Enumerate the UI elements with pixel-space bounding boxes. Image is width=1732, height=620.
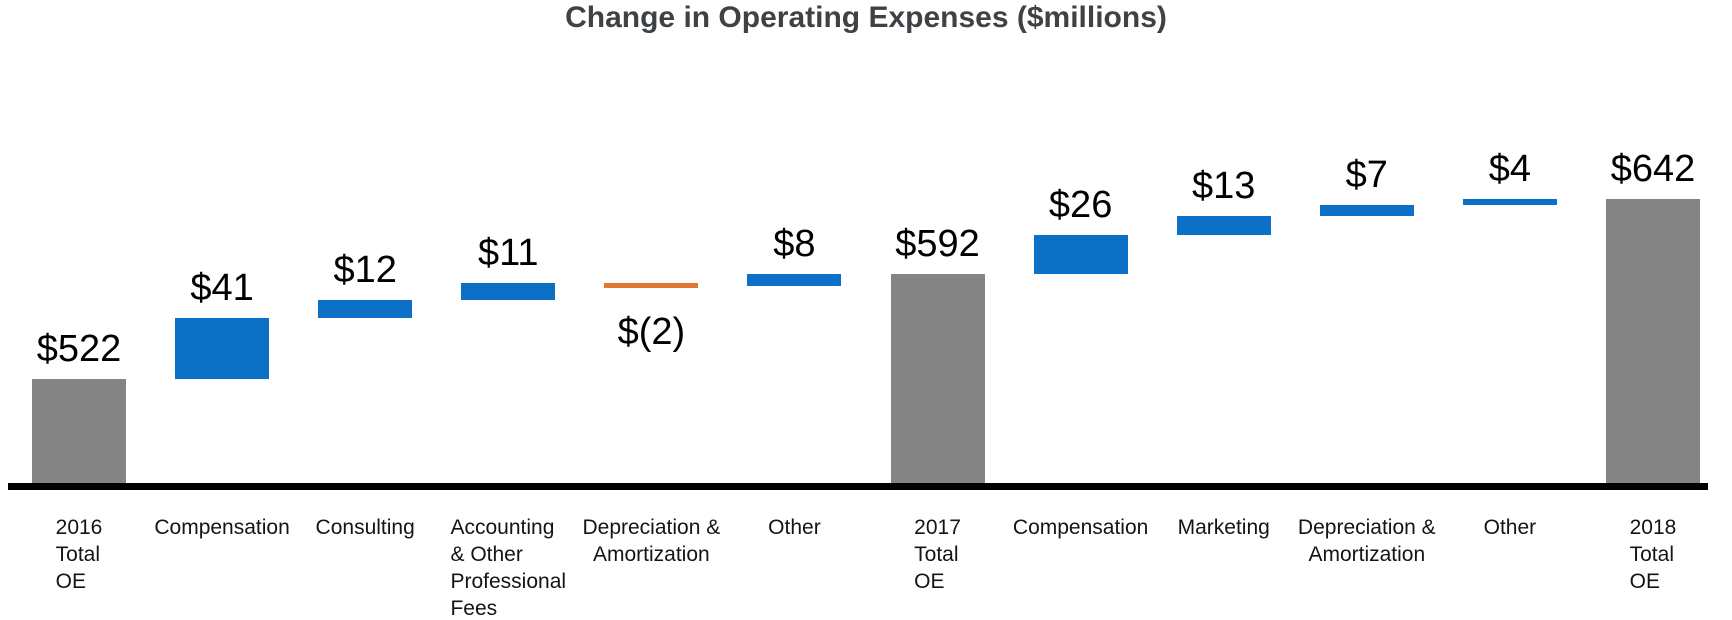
value-label: $13 bbox=[1192, 164, 1256, 207]
bar-other-2017 bbox=[747, 274, 842, 286]
value-label: $11 bbox=[477, 232, 539, 274]
category-label: Depreciation & Amortization bbox=[582, 516, 721, 566]
value-label: $592 bbox=[895, 223, 980, 265]
category-label: Accounting & Other Professional Fees bbox=[450, 516, 567, 620]
x-axis-line bbox=[8, 483, 1708, 490]
category-label: 2017 Total OE bbox=[914, 516, 961, 593]
category-label: Other bbox=[768, 516, 821, 539]
value-label: $8 bbox=[773, 223, 816, 265]
value-label: $26 bbox=[1048, 184, 1113, 226]
value-label: $522 bbox=[36, 328, 122, 370]
chart-title: Change in Operating Expenses ($millions) bbox=[565, 1, 1167, 34]
bar-depreciation-and-amortization-2017 bbox=[604, 283, 699, 288]
category-label: Compensation bbox=[1012, 516, 1149, 539]
value-label: $7 bbox=[1345, 154, 1388, 196]
category-label: Other bbox=[1483, 516, 1537, 539]
value-label: $(2) bbox=[617, 311, 686, 353]
value-label: $642 bbox=[1610, 148, 1696, 190]
category-label: Consulting bbox=[315, 516, 415, 539]
bar-2018-total-oe bbox=[1605, 199, 1700, 487]
value-label: $4 bbox=[1488, 148, 1532, 190]
category-label: Compensation bbox=[154, 516, 290, 539]
bar-2017-total-oe bbox=[890, 274, 985, 487]
bar-consulting bbox=[318, 299, 413, 318]
bar-2016-total-oe bbox=[32, 379, 126, 487]
bar-accounting-and-other-professional-fees bbox=[461, 283, 556, 300]
category-label: Marketing bbox=[1177, 516, 1270, 539]
bar-compensation-2017 bbox=[175, 317, 270, 379]
category-label: 2018 Total OE bbox=[1629, 516, 1677, 593]
bar-marketing bbox=[1176, 215, 1271, 235]
bar-other-2018 bbox=[1462, 199, 1557, 205]
category-label: 2016 Total OE bbox=[55, 516, 103, 593]
bar-depreciation-and-amortization-2018 bbox=[1319, 205, 1414, 216]
value-label: $12 bbox=[333, 248, 397, 291]
value-label: $41 bbox=[190, 266, 254, 309]
bar-compensation-2018 bbox=[1033, 235, 1128, 274]
category-label: Depreciation & Amortization bbox=[1297, 516, 1436, 566]
